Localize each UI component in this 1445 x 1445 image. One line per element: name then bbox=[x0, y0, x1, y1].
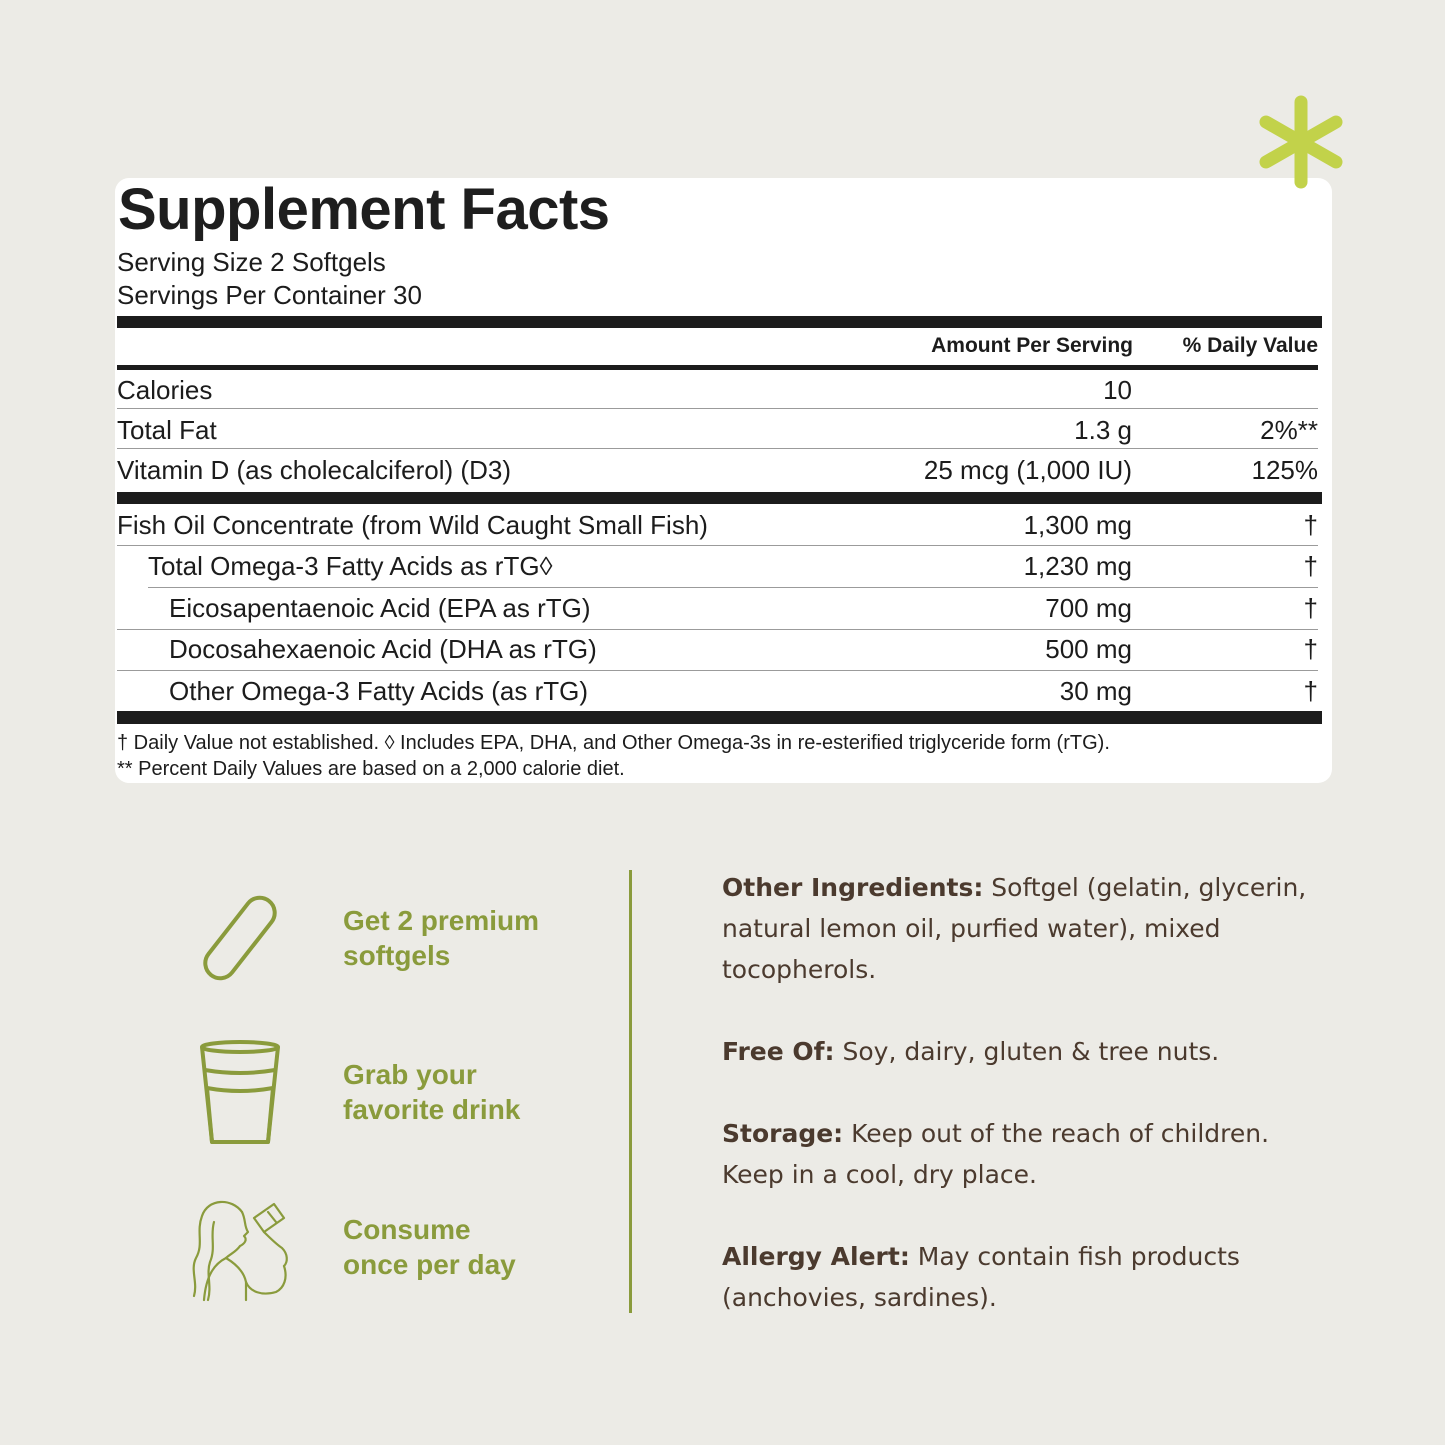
glass-icon bbox=[200, 1040, 280, 1144]
ingredient-amount: 30 mg bbox=[1059, 676, 1132, 706]
nutrient-name: Total Fat bbox=[117, 415, 217, 445]
storage-text: Keep out of the reach of children. Keep … bbox=[722, 1119, 1270, 1189]
row-divider bbox=[117, 408, 1318, 409]
storage-label: Storage: bbox=[722, 1119, 844, 1148]
facts-title: Supplement Facts bbox=[118, 178, 610, 242]
ingredient-name: Fish Oil Concentrate (from Wild Caught S… bbox=[117, 510, 708, 540]
nutrient-name: Vitamin D (as cholecalciferol) (D3) bbox=[117, 455, 511, 485]
servings-per-container: Servings Per Container 30 bbox=[117, 280, 422, 310]
thick-divider bbox=[117, 711, 1322, 724]
allergy-text: May contain fish products (anchovies, sa… bbox=[722, 1242, 1240, 1312]
amount-per-serving-header: Amount Per Serving bbox=[931, 334, 1133, 357]
footnote-calorie-diet: ** Percent Daily Values are based on a 2… bbox=[117, 758, 625, 780]
free-of-text: Soy, dairy, gluten & tree nuts. bbox=[834, 1037, 1220, 1066]
storage: Storage: Keep out of the reach of childr… bbox=[722, 1113, 1337, 1195]
nutrient-daily-value: 2%** bbox=[1260, 415, 1318, 445]
step-line: Consume bbox=[343, 1214, 471, 1245]
supplement-facts-panel: Supplement Facts Serving Size 2 Softgels… bbox=[115, 178, 1332, 783]
allergy-label: Allergy Alert: bbox=[722, 1242, 910, 1271]
ingredient-daily-value: † bbox=[1303, 676, 1318, 706]
nutrient-amount: 25 mcg (1,000 IU) bbox=[923, 455, 1132, 485]
row-divider bbox=[117, 629, 1318, 630]
ingredient-daily-value: † bbox=[1303, 634, 1318, 664]
step-line: Get 2 premium bbox=[343, 905, 540, 936]
softgel-icon bbox=[203, 895, 277, 981]
thick-divider bbox=[117, 492, 1322, 504]
daily-value-header: % Daily Value bbox=[1182, 334, 1318, 357]
step-consume-daily: Consume once per day bbox=[343, 1212, 516, 1282]
nutrient-amount: 10 bbox=[1103, 375, 1132, 405]
step-get-softgels: Get 2 premium softgels bbox=[343, 903, 539, 973]
ingredient-name: Other Omega-3 Fatty Acids (as rTG) bbox=[169, 676, 588, 706]
row-divider bbox=[117, 545, 1318, 546]
header-divider bbox=[117, 365, 1318, 370]
ingredient-name: Total Omega-3 Fatty Acids as rTG◊ bbox=[148, 551, 553, 581]
vertical-divider bbox=[629, 870, 632, 1313]
free-of-label: Free Of: bbox=[722, 1037, 835, 1066]
step-grab-drink: Grab your favorite drink bbox=[343, 1057, 520, 1127]
ingredient-name: Docosahexaenoic Acid (DHA as rTG) bbox=[169, 634, 597, 664]
footnote-daily-value: † Daily Value not established. ◊ Include… bbox=[117, 732, 1110, 754]
nutrient-amount: 1.3 g bbox=[1074, 415, 1132, 445]
row-divider bbox=[117, 670, 1318, 671]
serving-size: Serving Size 2 Softgels bbox=[117, 247, 386, 277]
step-line: softgels bbox=[343, 940, 451, 971]
ingredient-amount: 500 mg bbox=[1045, 634, 1132, 664]
ingredient-amount: 1,230 mg bbox=[1023, 551, 1132, 581]
thick-divider bbox=[117, 316, 1322, 328]
step-line: Grab your bbox=[343, 1059, 477, 1090]
free-of: Free Of: Soy, dairy, gluten & tree nuts. bbox=[722, 1031, 1337, 1072]
row-divider bbox=[117, 448, 1318, 449]
nutrient-daily-value: 125% bbox=[1251, 455, 1319, 485]
allergy-alert: Allergy Alert: May contain fish products… bbox=[722, 1236, 1337, 1318]
asterisk-icon bbox=[1259, 95, 1343, 189]
ingredient-amount: 1,300 mg bbox=[1023, 510, 1132, 540]
ingredient-daily-value: † bbox=[1303, 593, 1318, 623]
ingredient-name: Eicosapentaenoic Acid (EPA as rTG) bbox=[169, 593, 591, 623]
other-ingredients-text: Softgel (gelatin, glycerin, natural lemo… bbox=[722, 873, 1307, 984]
other-ingredients: Other Ingredients: Softgel (gelatin, gly… bbox=[722, 867, 1337, 990]
step-line: once per day bbox=[343, 1249, 516, 1280]
ingredient-amount: 700 mg bbox=[1045, 593, 1132, 623]
ingredient-daily-value: † bbox=[1303, 510, 1318, 540]
woman-drinking-icon bbox=[192, 1200, 288, 1302]
other-ingredients-label: Other Ingredients: bbox=[722, 873, 984, 902]
row-divider bbox=[148, 587, 1318, 588]
step-line: favorite drink bbox=[343, 1094, 521, 1125]
nutrient-name: Calories bbox=[117, 375, 213, 405]
ingredient-daily-value: † bbox=[1303, 551, 1318, 581]
